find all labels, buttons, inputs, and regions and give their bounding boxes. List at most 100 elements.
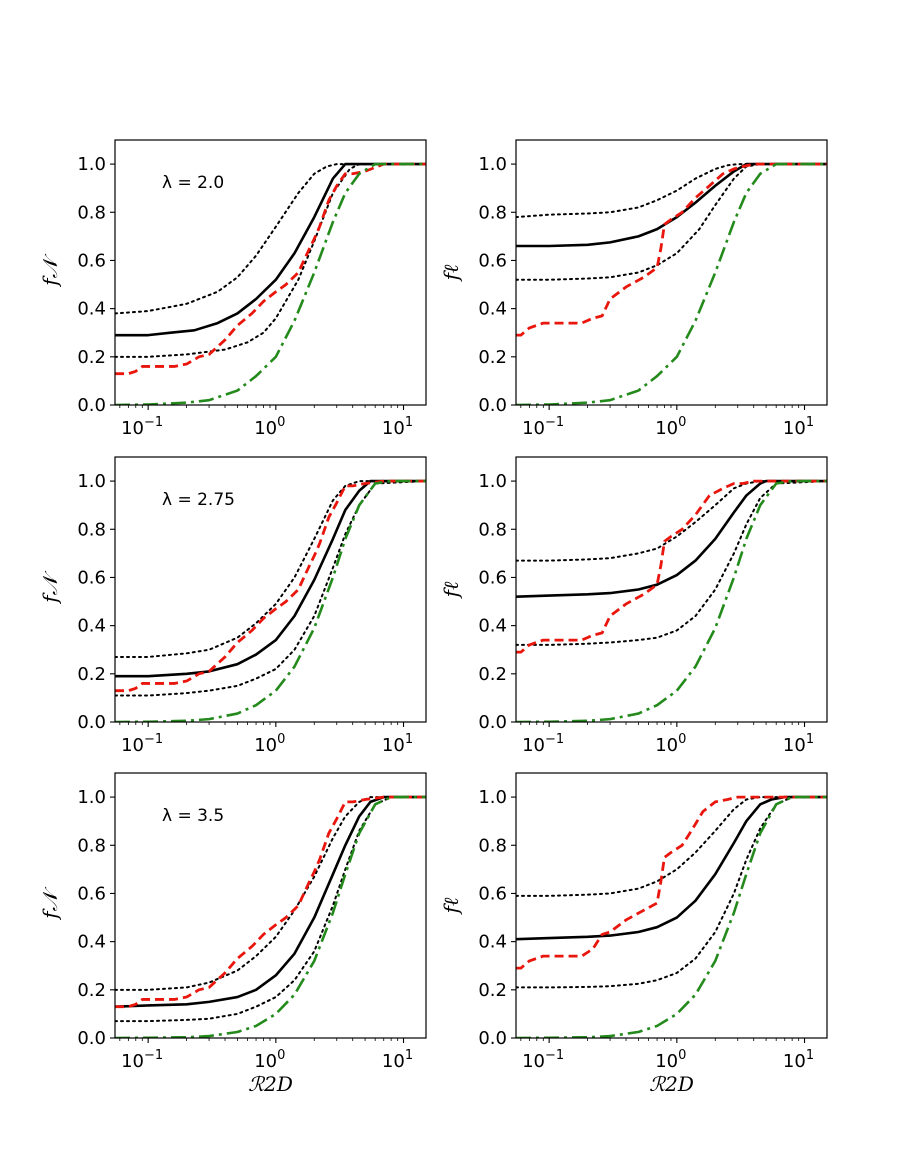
- y-tick-label: 0.2: [478, 980, 507, 1001]
- y-tick-label: 0.0: [77, 1028, 106, 1049]
- series-group: [115, 479, 426, 722]
- series-model-upper: [516, 480, 827, 562]
- panel-4: 0.0 0.2 0.4 0.6 0.8 1.0 10−1 100 101 fℓ: [439, 456, 828, 756]
- series-model-lower: [516, 796, 827, 989]
- x-tick-label: 101: [382, 415, 413, 439]
- series-model-mean: [516, 162, 827, 248]
- y-tick-label: 0.4: [77, 299, 106, 320]
- y-tick-label: 0.2: [77, 664, 106, 685]
- y-tick-label: 0.2: [77, 347, 106, 368]
- y-tick-label: 1.0: [478, 471, 507, 492]
- y-tick-label: 0.0: [478, 1028, 507, 1049]
- y-tick-label: 1.0: [478, 154, 507, 175]
- x-tick-label: 101: [783, 732, 814, 756]
- panel-2: 0.0 0.2 0.4 0.6 0.8 1.0 10−1 100 101 fℓ: [439, 139, 828, 439]
- x-tick-label: 100: [655, 1048, 686, 1072]
- series-model-lower: [115, 480, 426, 697]
- series-model-lower: [115, 163, 426, 358]
- series-model-mean: [516, 479, 827, 599]
- y-tick-label: 1.0: [478, 787, 507, 808]
- y-axis-label: fℓ: [439, 581, 463, 599]
- y-tick-label: 0.4: [478, 616, 507, 637]
- series-random: [516, 479, 827, 722]
- series-observed: [115, 479, 426, 693]
- x-tick-label: 101: [382, 1048, 413, 1072]
- x-tick-label: 100: [254, 415, 285, 439]
- x-tick-label: 100: [254, 1048, 285, 1072]
- x-tick-label: 10−1: [121, 415, 163, 439]
- x-axis-label: ℛ2D: [649, 1072, 694, 1096]
- axes-frame: [515, 456, 828, 723]
- panel-3: 0.0 0.2 0.4 0.6 0.8 1.0 10−1 100 101 f𝒩 λ = 2.75: [38, 456, 427, 756]
- series-model-mean: [516, 795, 827, 941]
- y-tick-label: 0.0: [77, 395, 106, 416]
- axes-frame: [114, 456, 427, 723]
- y-axis-label: fℓ: [439, 897, 463, 915]
- lambda-annotation: λ = 2.0: [162, 173, 224, 193]
- y-tick-label: 0.8: [478, 202, 507, 223]
- series-observed: [516, 795, 827, 970]
- panel-6: 0.0 0.2 0.4 0.6 0.8 1.0 10−1 100 101 fℓ ℛ2D: [439, 772, 828, 1096]
- y-tick-label: 0.4: [77, 932, 106, 953]
- series-model-lower: [516, 480, 827, 646]
- x-axis-label: ℛ2D: [248, 1072, 293, 1096]
- series-random: [115, 795, 426, 1038]
- series-random: [516, 795, 827, 1038]
- y-tick-label: 0.8: [77, 202, 106, 223]
- series-observed: [115, 795, 426, 1009]
- axes-frame: [114, 139, 427, 406]
- y-axis-label: f𝒩: [38, 570, 62, 604]
- series-model-mean: [115, 162, 426, 337]
- series-model-upper: [516, 163, 827, 219]
- y-tick-label: 0.0: [478, 395, 507, 416]
- x-tick-label: 101: [382, 732, 413, 756]
- series-model-upper: [115, 480, 426, 658]
- y-tick-label: 0.6: [478, 883, 507, 904]
- y-axis-label: fℓ: [439, 264, 463, 282]
- series-random: [516, 162, 827, 405]
- x-tick-label: 10−1: [522, 1048, 564, 1072]
- series-group: [115, 162, 426, 405]
- series-model-upper: [516, 796, 827, 897]
- axes-frame: [114, 772, 427, 1039]
- series-model-upper: [115, 163, 426, 315]
- series-model-upper: [115, 796, 426, 991]
- series-group: [115, 795, 426, 1038]
- x-tick-label: 10−1: [522, 732, 564, 756]
- series-model-lower: [115, 796, 426, 1023]
- panel-5: 0.0 0.2 0.4 0.6 0.8 1.0 10−1 100 101 f𝒩 ℛ2D λ = 3.5: [38, 772, 427, 1096]
- y-tick-label: 0.0: [478, 712, 507, 733]
- y-tick-label: 0.6: [77, 250, 106, 271]
- x-tick-label: 100: [254, 732, 285, 756]
- x-tick-label: 10−1: [121, 732, 163, 756]
- series-model-lower: [516, 163, 827, 281]
- y-tick-label: 0.2: [77, 980, 106, 1001]
- y-tick-label: 0.8: [77, 519, 106, 540]
- series-observed: [516, 162, 827, 337]
- x-tick-label: 101: [783, 1048, 814, 1072]
- x-tick-label: 101: [783, 415, 814, 439]
- y-axis-label: f𝒩: [38, 886, 62, 920]
- axes-frame: [515, 772, 828, 1039]
- y-tick-label: 0.8: [478, 835, 507, 856]
- lambda-annotation: λ = 2.75: [162, 490, 235, 510]
- axes-frame: [515, 139, 828, 406]
- y-axis-label: f𝒩: [38, 253, 62, 287]
- y-tick-label: 1.0: [77, 471, 106, 492]
- y-tick-label: 1.0: [77, 154, 106, 175]
- y-tick-label: 0.0: [77, 712, 106, 733]
- series-model-mean: [115, 795, 426, 1008]
- y-tick-label: 0.2: [478, 664, 507, 685]
- panel-1: 0.0 0.2 0.4 0.6 0.8 1.0 10−1 100 101 f𝒩 λ = 2.0: [38, 139, 427, 439]
- y-tick-label: 0.8: [77, 835, 106, 856]
- y-tick-label: 0.6: [478, 250, 507, 271]
- x-tick-label: 100: [655, 732, 686, 756]
- y-tick-label: 0.4: [478, 932, 507, 953]
- y-tick-label: 0.2: [478, 347, 507, 368]
- series-group: [516, 162, 827, 405]
- y-tick-label: 0.6: [77, 883, 106, 904]
- lambda-annotation: λ = 3.5: [162, 806, 224, 826]
- series-observed: [115, 162, 426, 376]
- y-tick-label: 0.8: [478, 519, 507, 540]
